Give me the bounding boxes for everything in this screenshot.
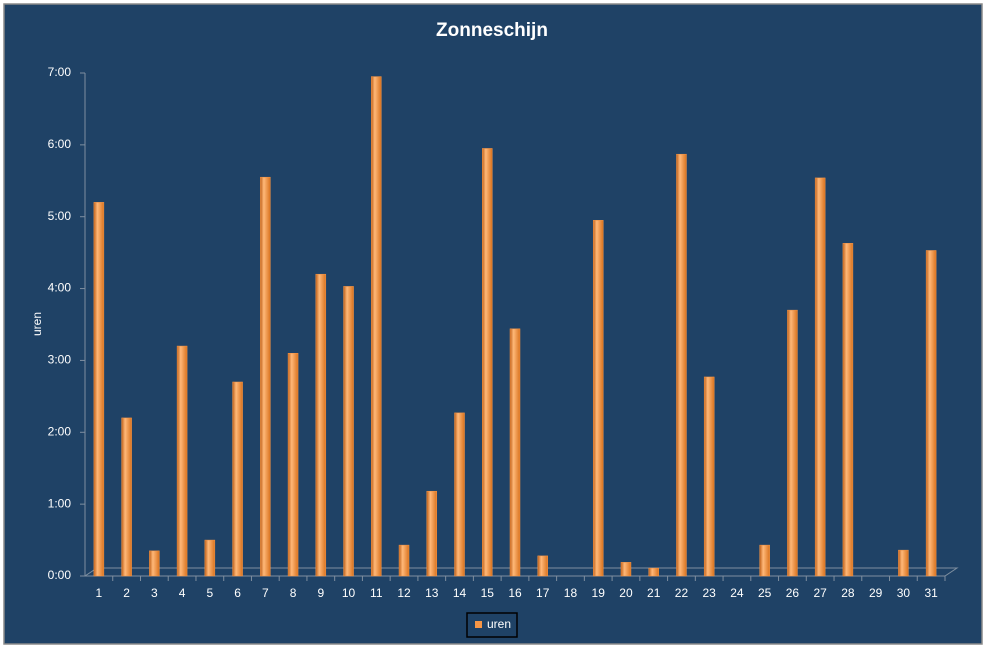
chart-title: Zonneschijn	[436, 20, 548, 41]
bar	[898, 549, 909, 577]
bar	[121, 417, 132, 577]
x-tick-label: 20	[619, 586, 633, 600]
bar	[426, 490, 438, 577]
x-tick-label: 7	[262, 586, 269, 600]
x-tick-label: 12	[397, 586, 411, 600]
y-tick-label: 2:00	[48, 424, 72, 438]
bar	[648, 567, 659, 577]
x-tick-label: 2	[123, 586, 130, 600]
x-tick-label: 29	[869, 586, 883, 600]
bar	[703, 376, 715, 577]
y-axis-label: uren	[30, 312, 44, 336]
x-tick-label: 19	[592, 586, 606, 600]
bar	[787, 309, 798, 577]
x-tick-label: 8	[290, 586, 297, 600]
bar	[537, 555, 548, 577]
x-tick-label: 30	[897, 586, 911, 600]
x-tick-label: 1	[96, 586, 103, 600]
bar	[676, 153, 687, 577]
bar	[925, 250, 937, 577]
bar	[315, 273, 327, 577]
legend-box	[466, 612, 518, 638]
bar	[287, 352, 299, 577]
bar	[204, 539, 216, 577]
legend-label: uren	[487, 617, 511, 631]
x-tick-label: 21	[647, 586, 661, 600]
bar	[398, 544, 410, 577]
x-tick-label: 23	[703, 586, 717, 600]
bar	[592, 220, 604, 577]
x-tick-label: 10	[342, 586, 356, 600]
x-tick-label: 26	[786, 586, 800, 600]
x-tick-label: 16	[508, 586, 522, 600]
y-tick-label: 4:00	[48, 281, 72, 295]
bar	[232, 381, 243, 577]
bar	[260, 176, 271, 577]
bar	[343, 286, 354, 577]
bar	[759, 544, 770, 577]
x-tick-label: 18	[564, 586, 578, 600]
bar	[176, 345, 188, 577]
x-tick-label: 14	[453, 586, 467, 600]
y-tick-label: 0:00	[48, 568, 72, 582]
chart-background	[3, 3, 983, 645]
bar	[620, 562, 632, 577]
y-tick-label: 1:00	[48, 496, 72, 510]
x-tick-label: 5	[206, 586, 213, 600]
x-tick-label: 25	[758, 586, 772, 600]
bar	[842, 243, 854, 577]
x-tick-label: 31	[924, 586, 938, 600]
bar	[509, 328, 521, 577]
x-tick-label: 9	[317, 586, 324, 600]
x-tick-label: 6	[234, 586, 241, 600]
y-tick-label: 3:00	[48, 353, 72, 367]
bar	[482, 148, 493, 577]
bar	[93, 202, 105, 577]
bar	[149, 550, 160, 577]
bar	[814, 177, 826, 577]
x-tick-label: 24	[730, 586, 744, 600]
y-tick-label: 6:00	[48, 137, 72, 151]
y-tick-label: 5:00	[48, 209, 72, 223]
bar	[454, 412, 465, 577]
x-tick-label: 27	[813, 586, 827, 600]
x-tick-label: 4	[179, 586, 186, 600]
x-tick-label: 22	[675, 586, 689, 600]
x-tick-label: 28	[841, 586, 855, 600]
x-tick-label: 11	[370, 586, 383, 600]
bar	[371, 76, 382, 577]
y-tick-label: 7:00	[48, 65, 72, 79]
legend-swatch	[475, 621, 482, 628]
x-tick-label: 13	[425, 586, 439, 600]
x-tick-label: 3	[151, 586, 158, 600]
x-tick-label: 15	[481, 586, 495, 600]
x-tick-label: 17	[536, 586, 550, 600]
